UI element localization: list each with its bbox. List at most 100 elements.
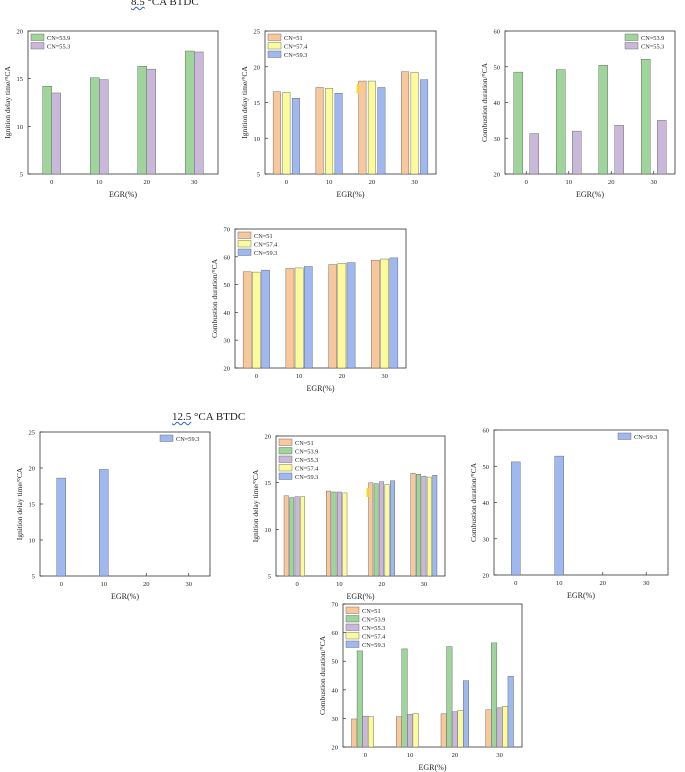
chart-ignition-delay-bottom-middle: 5 10 15 20 0 10 20 30 EGR(%) Ignition delay time/… <box>251 434 446 601</box>
bar-cn-55-3-egr-30 <box>194 51 204 175</box>
y-tick-label: 20 <box>29 466 36 473</box>
bar-cn-55-3-egr-10 <box>407 714 414 748</box>
bar-cn-57-4-egr-0 <box>282 92 291 175</box>
bar-cn-53-9-egr-30 <box>185 50 195 175</box>
x-tick-label: 20 <box>608 179 615 186</box>
y-tick-label: 5 <box>20 172 23 179</box>
x-tick-label: 0 <box>285 179 288 186</box>
x-tick-label: 30 <box>651 179 658 186</box>
legend-label-cn-59-3: CN=59.3 <box>634 434 657 441</box>
x-axis-label: EGR(%) <box>111 592 139 601</box>
y-tick-label: 5 <box>32 574 35 581</box>
bar-cn-59-3-egr-20 <box>377 87 386 175</box>
legend-label-cn-53-9: CN=53.9 <box>295 448 318 455</box>
y-tick-label: 20 <box>224 366 231 373</box>
y-tick-label: 15 <box>265 480 272 487</box>
bar-cn-53-9-egr-20 <box>373 483 379 577</box>
bar-cn-59-3-egr-0 <box>56 477 66 577</box>
legend-label-cn-55-3: CN=55.3 <box>362 625 385 632</box>
bar-cn-51-egr-20 <box>440 713 447 748</box>
x-tick-label: 10 <box>96 179 103 186</box>
legend-label-cn-53-9: CN=53.9 <box>47 35 70 42</box>
y-tick-label: 60 <box>494 29 501 36</box>
x-tick-label: 10 <box>101 581 108 588</box>
section-label-top: 8.5 °CA BTDC <box>131 0 199 8</box>
x-tick-label: 30 <box>381 373 388 380</box>
x-tick-label: 20 <box>378 581 385 588</box>
bar-cn-59-3-egr-0 <box>261 269 270 369</box>
legend-label-cn-57-4: CN=57.4 <box>254 241 278 248</box>
bar-cn-51-egr-30 <box>485 709 492 748</box>
section-unit-bottom: °CA BTDC <box>191 411 246 423</box>
y-axis-label: Combustion duration/°CA <box>318 635 327 715</box>
bar-cn-53-9-egr-10 <box>331 491 337 577</box>
bar-cn-55-3-egr-0 <box>51 92 61 175</box>
x-tick-label: 0 <box>514 580 517 587</box>
legend-swatch-cn-57-4 <box>345 632 360 640</box>
bar-cn-59-3-egr-30 <box>507 676 514 748</box>
x-tick-label: 20 <box>143 581 150 588</box>
bar-cn-51-egr-0 <box>272 91 281 175</box>
x-axis-label: EGR(%) <box>576 190 604 199</box>
y-axis-label: Combustion duration/°CA <box>480 62 489 142</box>
legend-swatch-cn-53-9 <box>278 447 293 455</box>
y-tick-label: 40 <box>224 310 231 317</box>
y-tick-label: 60 <box>483 428 490 435</box>
bar-cn-51-egr-0 <box>351 718 358 748</box>
bar-cn-57-4-egr-0 <box>300 496 305 577</box>
y-tick-label: 15 <box>17 76 24 83</box>
x-axis-label: EGR(%) <box>567 591 595 600</box>
section-label-bottom: 12.5 °CA BTDC <box>172 411 245 423</box>
section-unit-top: °CA BTDC <box>144 0 199 8</box>
bar-cn-59-3-egr-10 <box>554 455 564 576</box>
bar-cn-53-9-egr-30 <box>641 59 651 175</box>
bar-cn-51-egr-20 <box>328 264 337 369</box>
x-axis-label: EGR(%) <box>337 190 365 199</box>
legend-swatch-cn-57-4 <box>267 42 282 50</box>
y-tick-label: 70 <box>224 227 231 234</box>
x-tick-label: 30 <box>186 581 193 588</box>
bar-cn-51-egr-10 <box>285 268 295 369</box>
chart-combustion-duration-top-center: 20 30 40 50 60 70 0 10 20 30 EGR(%) Combustion dura… <box>210 227 407 393</box>
bar-cn-59-3-egr-0 <box>291 98 300 175</box>
x-tick-label: 30 <box>411 179 418 186</box>
bar-cn-51-egr-20 <box>368 482 374 577</box>
legend-swatch-cn-51 <box>267 33 282 41</box>
bar-cn-59-3-egr-20 <box>462 680 469 748</box>
y-tick-label: 10 <box>254 136 261 143</box>
bar-cn-53-9-egr-10 <box>556 69 566 175</box>
bar-cn-57-4-egr-10 <box>325 88 334 175</box>
x-tick-label: 0 <box>525 179 528 186</box>
x-tick-label: 10 <box>296 373 303 380</box>
legend-label-cn-51: CN=51 <box>295 440 314 447</box>
y-tick-label: 20 <box>265 434 272 441</box>
x-tick-label: 30 <box>496 752 503 759</box>
bar-cn-53-9-egr-10 <box>90 77 100 175</box>
plot-frame <box>342 603 523 748</box>
bar-cn-53-9-egr-20 <box>598 65 608 175</box>
x-tick-label: 0 <box>50 179 53 186</box>
y-axis-label: Combustion duration/°CA <box>210 258 219 338</box>
bar-cn-57-4-egr-30 <box>426 476 432 577</box>
x-tick-label: 10 <box>566 179 573 186</box>
bar-cn-51-egr-30 <box>371 259 380 369</box>
bar-cn-55-3-egr-20 <box>146 68 156 175</box>
legend-label-cn-59-3: CN=59.3 <box>284 52 307 59</box>
legend-swatch-cn-55-3 <box>30 42 45 50</box>
legend-swatch-cn-53-9 <box>30 33 45 41</box>
bar-cn-57-4-egr-20 <box>457 710 464 748</box>
legend-swatch-cn-59-3 <box>345 640 360 648</box>
bar-cn-55-3-egr-10 <box>99 79 109 175</box>
y-tick-label: 30 <box>494 136 501 143</box>
legend-swatch-cn-59-3 <box>237 248 252 256</box>
chart-ignition-delay-top-left: 5 10 15 20 0 10 20 30 EGR(%) Ignition delay time/… <box>3 29 219 199</box>
bar-cn-55-3-egr-30 <box>421 475 427 577</box>
legend-swatch-cn-55-3 <box>278 455 293 463</box>
bar-cn-59-3-egr-10 <box>304 266 313 369</box>
legend-swatch-cn-55-3 <box>624 42 639 50</box>
x-tick-label: 10 <box>326 179 333 186</box>
bar-cn-53-9-egr-30 <box>416 474 421 577</box>
y-tick-label: 5 <box>268 574 271 581</box>
bar-cn-55-3-egr-0 <box>294 496 300 577</box>
bar-cn-59-3-egr-10 <box>99 469 109 577</box>
